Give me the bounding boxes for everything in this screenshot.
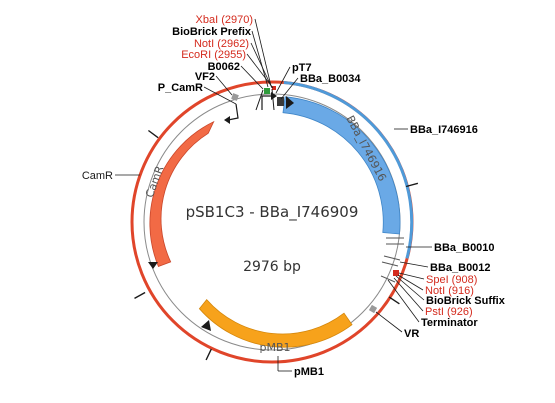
b0034-rbs (277, 97, 284, 106)
b0012-terminator-icon (381, 255, 401, 267)
ecori-marker (272, 86, 276, 90)
feature-pmb1[interactable] (198, 298, 353, 348)
label-vf2: VF2 (195, 71, 215, 83)
b0062-line (255, 89, 264, 111)
feature-label-insert: BBa_I746916 (343, 113, 389, 183)
backbone-ticks (134, 129, 419, 361)
camr-arrow-icon (148, 262, 158, 269)
label-xbai: XbaI (2970) (196, 14, 253, 26)
pmb1-arrow-icon (201, 320, 211, 331)
label-vr: VR (404, 328, 419, 340)
label-b0012: BBa_B0012 (430, 262, 491, 274)
b0062-line-2 (271, 88, 275, 111)
label-noti-2962: NotI (2962) (194, 38, 249, 50)
insert-backbone-arc (283, 81, 414, 259)
label-bba-i746916: BBa_I746916 (410, 124, 478, 136)
plasmid-name: pSB1C3 - BBa_I746909 (186, 203, 359, 222)
plasmid-size: 2976 bp (243, 259, 301, 275)
label-b0062: B0062 (208, 61, 240, 73)
biobrick-prefix-marker (264, 88, 270, 94)
biobrick-suffix-marker (393, 270, 399, 276)
insert-arrow-icon (286, 96, 294, 109)
label-p-camr: P_CamR (158, 82, 203, 94)
vr-marker (368, 304, 378, 314)
label-b0010: BBa_B0010 (434, 242, 495, 254)
p-camr-arrowhead-icon (224, 116, 230, 124)
terminator-line (380, 275, 396, 283)
vf2-marker (231, 93, 239, 101)
leader-lines (115, 18, 432, 372)
b0010-terminator-icon (386, 237, 404, 245)
bottom-right-features (368, 237, 404, 314)
label-ecori: EcoRI (2955) (181, 49, 246, 61)
top-features (224, 86, 284, 124)
label-spei: SpeI (908) (426, 274, 477, 286)
label-pt7: pT7 (292, 62, 312, 74)
feature-bba-i746916[interactable] (282, 96, 401, 235)
label-noti-916: NotI (916) (425, 285, 474, 297)
label-biobrick-prefix: BioBrick Prefix (172, 26, 252, 38)
label-b0034: BBa_B0034 (300, 73, 361, 85)
pt7-arrowhead-icon (271, 92, 277, 100)
feature-label-pmb1: pMB1 (259, 341, 290, 354)
feature-camr[interactable] (149, 120, 215, 268)
label-biobrick-suffix: BioBrick Suffix (426, 295, 506, 307)
label-terminator: Terminator (421, 317, 478, 329)
pt7-promoter-icon (261, 95, 273, 110)
label-pmb1: pMB1 (294, 366, 324, 378)
label-camr: CamR (82, 170, 113, 182)
p-camr-promoter-icon (227, 103, 239, 121)
label-psti: PstI (926) (425, 306, 473, 318)
